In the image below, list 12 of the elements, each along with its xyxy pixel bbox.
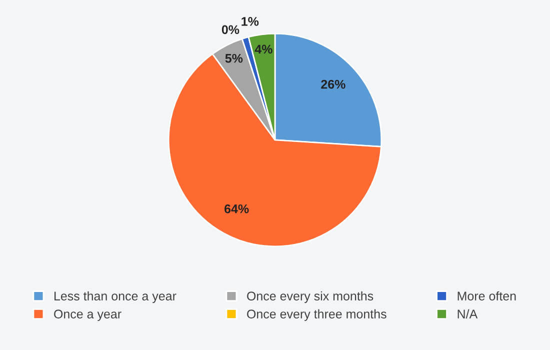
legend-label: Less than once a year (54, 291, 176, 303)
legend-label: Once a year (54, 310, 122, 321)
legend-label: More often (458, 291, 516, 300)
legend-label: Once every three months (247, 309, 386, 321)
data-label: 4% (254, 44, 272, 54)
text: 0% (222, 25, 240, 34)
data-label: 5% (225, 54, 243, 63)
legend-label: N/A (458, 309, 478, 318)
data-label: 26% (321, 80, 346, 89)
legend-label: Once every six months (247, 291, 374, 303)
data-label: 1% (242, 17, 259, 26)
data-label: 64% (224, 204, 249, 214)
